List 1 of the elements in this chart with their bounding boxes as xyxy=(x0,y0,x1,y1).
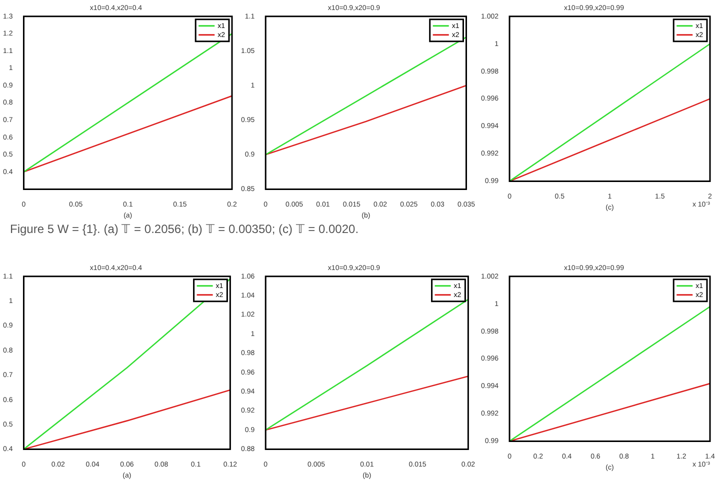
caption: Figure 5 W = {1}. (a) 𝕋 = 0.2056; (b) 𝕋 = 0.00350; (c) 𝕋 = 0.0020. xyxy=(10,222,359,236)
